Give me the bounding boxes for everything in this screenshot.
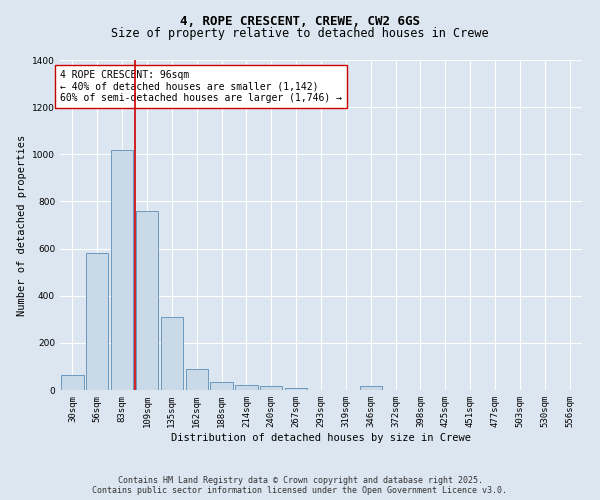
Bar — [185, 369, 208, 390]
Text: 4 ROPE CRESCENT: 96sqm
← 40% of detached houses are smaller (1,142)
60% of semi-: 4 ROPE CRESCENT: 96sqm ← 40% of detached… — [60, 70, 342, 103]
X-axis label: Distribution of detached houses by size in Crewe: Distribution of detached houses by size … — [171, 432, 471, 442]
Bar — [211, 382, 233, 390]
Bar — [111, 150, 133, 390]
Bar — [136, 211, 158, 390]
Bar — [260, 386, 283, 390]
Text: 4, ROPE CRESCENT, CREWE, CW2 6GS: 4, ROPE CRESCENT, CREWE, CW2 6GS — [180, 15, 420, 28]
Text: Contains HM Land Registry data © Crown copyright and database right 2025.
Contai: Contains HM Land Registry data © Crown c… — [92, 476, 508, 495]
Bar — [61, 374, 83, 390]
Text: Size of property relative to detached houses in Crewe: Size of property relative to detached ho… — [111, 28, 489, 40]
Bar — [235, 386, 257, 390]
Y-axis label: Number of detached properties: Number of detached properties — [17, 134, 26, 316]
Bar — [359, 386, 382, 390]
Bar — [161, 317, 183, 390]
Bar — [86, 254, 109, 390]
Bar — [285, 388, 307, 390]
